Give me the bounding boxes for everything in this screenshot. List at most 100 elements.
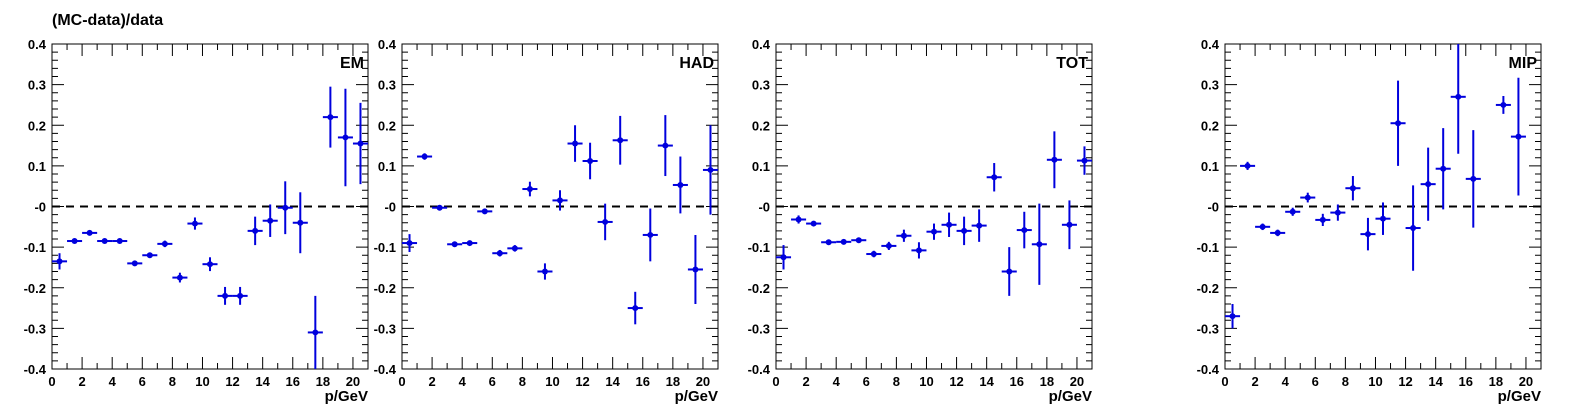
data-point xyxy=(262,204,278,237)
point-marker xyxy=(1066,221,1073,228)
y-tick-label: 0.3 xyxy=(378,78,396,93)
x-tick-label: 14 xyxy=(1428,374,1443,389)
x-tick-label: 8 xyxy=(519,374,526,389)
data-point xyxy=(492,249,508,257)
point-marker xyxy=(1259,223,1266,230)
data-point xyxy=(1046,131,1062,189)
data-point xyxy=(1465,130,1481,228)
point-marker xyxy=(1006,268,1013,275)
data-point xyxy=(612,115,628,165)
data-point xyxy=(836,238,852,245)
point-marker xyxy=(191,220,198,227)
y-tick-label: -0 xyxy=(1207,200,1219,215)
y-tick-label: 0.2 xyxy=(1201,118,1219,133)
x-tick-label: 4 xyxy=(459,374,467,389)
data-point xyxy=(187,217,203,230)
data-point xyxy=(67,238,83,245)
point-marker xyxy=(312,329,319,336)
x-tick-label: 10 xyxy=(1368,374,1382,389)
point-marker xyxy=(451,241,458,248)
data-points xyxy=(776,131,1092,296)
y-tick-label: -0.4 xyxy=(374,362,397,377)
point-marker xyxy=(86,229,93,236)
y-tick-label: 0.2 xyxy=(752,118,770,133)
data-point xyxy=(402,234,418,252)
data-point xyxy=(911,242,927,259)
point-marker xyxy=(915,247,922,254)
x-tick-label: 2 xyxy=(1251,374,1258,389)
x-tick-label: 20 xyxy=(346,374,360,389)
data-point xyxy=(522,181,538,197)
y-axis-title: (MC-data)/data xyxy=(52,12,163,29)
x-tick-label: 16 xyxy=(1010,374,1024,389)
point-marker xyxy=(496,250,503,257)
data-point xyxy=(1285,207,1301,216)
x-tick-label: 4 xyxy=(109,374,117,389)
data-point xyxy=(1330,204,1346,221)
data-point xyxy=(507,245,523,252)
point-marker xyxy=(116,238,123,245)
data-point xyxy=(322,86,338,148)
x-tick-label: 2 xyxy=(78,374,85,389)
x-tick-label: 4 xyxy=(833,374,841,389)
point-marker xyxy=(146,252,153,259)
y-tick-label: 0.3 xyxy=(28,78,46,93)
data-point xyxy=(986,163,1002,192)
point-marker xyxy=(1304,194,1311,201)
point-marker xyxy=(991,174,998,181)
data-point xyxy=(1435,128,1451,210)
y-tick-label: 0.4 xyxy=(752,37,771,52)
data-point xyxy=(776,245,792,270)
point-marker xyxy=(946,221,953,228)
point-marker xyxy=(1515,133,1522,140)
data-point xyxy=(582,142,598,180)
x-tick-label: 18 xyxy=(666,374,680,389)
point-marker xyxy=(342,134,349,141)
data-point xyxy=(172,272,188,283)
panels: -0.4 -0.3 -0.2 -0.1 -0 0.1 0.2 0.3 0.4 0 2 4 6 8 10 12 1… xyxy=(24,37,1542,405)
x-tick-label: 0 xyxy=(1221,374,1228,389)
panel-em: -0.4 -0.3 -0.2 -0.1 -0 0.1 0.2 0.3 0.4 0 2 4 6 8 10 12 1… xyxy=(24,37,369,405)
data-point xyxy=(956,216,972,246)
x-tick-label: 16 xyxy=(286,374,300,389)
x-tick-label: 18 xyxy=(1040,374,1054,389)
data-point xyxy=(1240,161,1256,170)
data-point xyxy=(52,253,68,270)
data-point xyxy=(292,192,308,254)
point-marker xyxy=(267,217,274,224)
x-tick-label: 12 xyxy=(225,374,239,389)
point-marker xyxy=(466,240,473,247)
data-point xyxy=(477,208,493,215)
data-point xyxy=(97,238,113,245)
point-marker xyxy=(1364,231,1371,238)
point-marker xyxy=(541,268,548,275)
data-point xyxy=(462,240,478,247)
y-tick-label: 0.3 xyxy=(1201,78,1219,93)
point-marker xyxy=(1319,216,1326,223)
point-marker xyxy=(885,242,892,249)
data-point xyxy=(432,204,448,211)
data-point xyxy=(971,209,987,242)
x-tick-label: 0 xyxy=(398,374,405,389)
panel-had: -0.4 -0.3 -0.2 -0.1 -0 0.1 0.2 0.3 0.4 0 2 4 6 8 10 12 1… xyxy=(374,37,719,405)
x-tick-label: 6 xyxy=(489,374,496,389)
y-tick-label: 0.2 xyxy=(28,118,46,133)
data-point xyxy=(157,240,173,248)
y-tick-label: -0.3 xyxy=(374,321,396,336)
y-tick-label: -0.4 xyxy=(748,362,771,377)
data-point xyxy=(806,220,822,227)
data-point xyxy=(1345,176,1361,201)
panel-label: HAD xyxy=(679,55,714,72)
point-marker xyxy=(1349,185,1356,192)
point-marker xyxy=(647,231,654,238)
x-tick-label: 10 xyxy=(195,374,209,389)
x-tick-label: 18 xyxy=(316,374,330,389)
point-marker xyxy=(252,227,259,234)
x-tick-label: 16 xyxy=(636,374,650,389)
y-tick-label: 0.2 xyxy=(378,118,396,133)
point-marker xyxy=(406,240,413,247)
x-axis-title: p/GeV xyxy=(325,388,368,405)
x-tick-label: 12 xyxy=(575,374,589,389)
y-tick-label: 0.1 xyxy=(28,159,46,174)
